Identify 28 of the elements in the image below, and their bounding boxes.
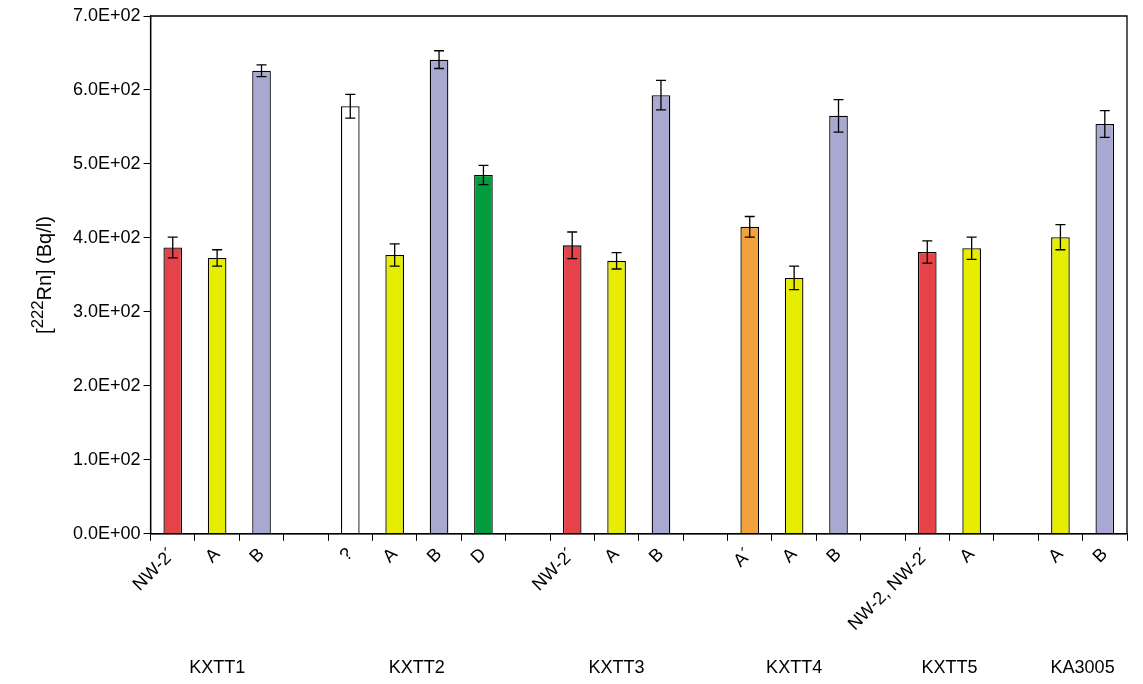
x-tick-label: B xyxy=(822,543,845,567)
y-tick-label: 6.0E+02 xyxy=(73,78,141,99)
x-tick-label: A xyxy=(378,543,402,567)
x-tick-label: B xyxy=(422,543,446,567)
x-tick-label: A xyxy=(200,543,224,567)
y-tick-label: 4.0E+02 xyxy=(73,226,141,247)
y-tick-label: 3.0E+02 xyxy=(73,300,141,321)
x-tick-label: A´ xyxy=(729,543,757,571)
x-tick-label: B xyxy=(644,543,668,567)
text: KXTT3 xyxy=(588,656,645,677)
y-tick-label: 1.0E+02 xyxy=(73,448,141,469)
text: KXTT5 xyxy=(921,656,978,677)
x-tick-label: B xyxy=(1088,543,1112,567)
x-tick-label: ? xyxy=(335,543,357,565)
text: KA3005 xyxy=(1050,656,1115,677)
x-tick-label: A xyxy=(777,543,801,567)
text: KXTT1 xyxy=(189,656,246,677)
y-tick-label: 7.0E+02 xyxy=(73,4,141,25)
y-tick-label: 2.0E+02 xyxy=(73,374,141,395)
x-tick-label: B xyxy=(245,543,268,567)
x-tick-label: A xyxy=(600,543,623,567)
text: KXTT2 xyxy=(388,656,445,677)
text: KXTT4 xyxy=(766,656,823,677)
x-tick-label: D xyxy=(466,543,490,567)
y-tick-label: 5.0E+02 xyxy=(73,152,141,173)
x-tick-label: A xyxy=(1044,543,1067,567)
y-tick-label: 0.0E+00 xyxy=(73,522,141,543)
x-tick-label: A xyxy=(955,543,978,567)
